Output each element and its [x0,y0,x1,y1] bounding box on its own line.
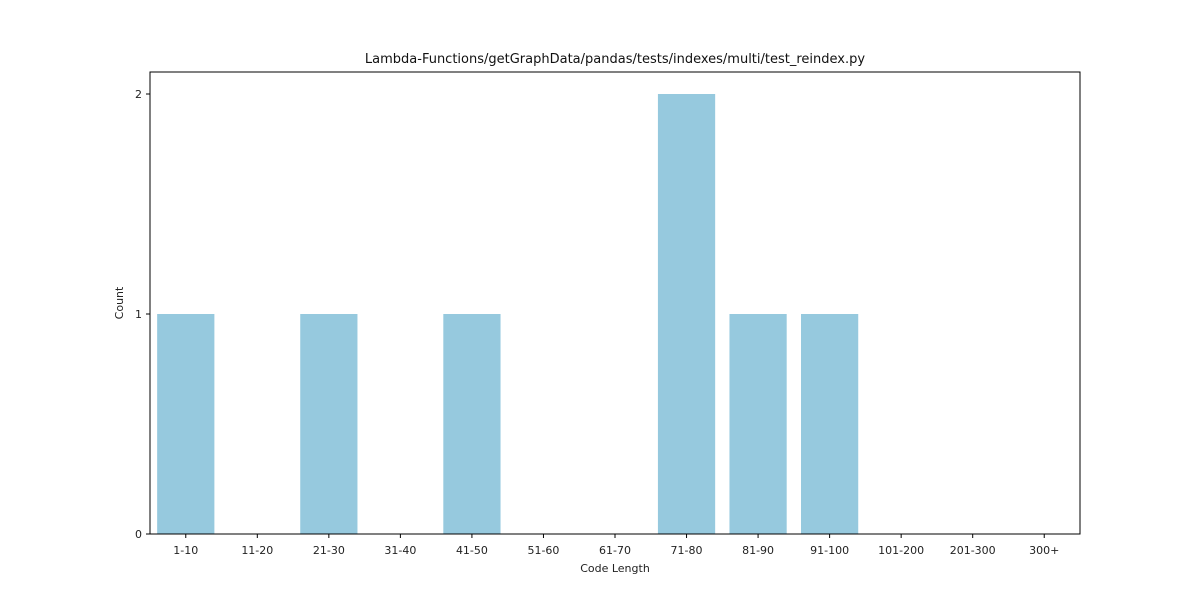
x-tick-label: 81-90 [742,544,774,557]
y-axis: 0 1 2 [135,88,150,541]
bar-41-50 [443,314,501,534]
x-tick-label: 300+ [1029,544,1059,557]
x-tick-label: 31-40 [384,544,416,557]
x-tick-label: 51-60 [527,544,559,557]
plot-frame [149,71,1081,535]
x-tick-label: 11-20 [241,544,273,557]
x-tick-label: 101-200 [878,544,924,557]
x-axis-label: Code Length [580,562,650,575]
x-tick-label: 41-50 [456,544,488,557]
x-tick-label: 91-100 [810,544,849,557]
chart-title: Lambda-Functions/getGraphData/pandas/tes… [365,52,865,67]
y-tick-label: 0 [135,528,142,541]
x-tick-label: 201-300 [950,544,996,557]
x-tick-label: 21-30 [313,544,345,557]
bar-1-10 [157,314,215,534]
x-tick-label: 1-10 [173,544,198,557]
y-tick-label: 2 [135,88,142,101]
bar-91-100 [801,314,859,534]
x-axis: 1-10 11-20 21-30 31-40 41-50 51-60 61-70 71-80 8… [173,534,1059,557]
bar-81-90 [729,314,787,534]
y-axis-label: Count [113,286,126,319]
x-tick-label: 61-70 [599,544,631,557]
bar-71-80 [657,94,716,534]
bar-21-30 [300,314,358,534]
y-tick-label: 1 [135,308,142,321]
bars-group [157,94,859,534]
x-tick-label: 71-80 [671,544,703,557]
